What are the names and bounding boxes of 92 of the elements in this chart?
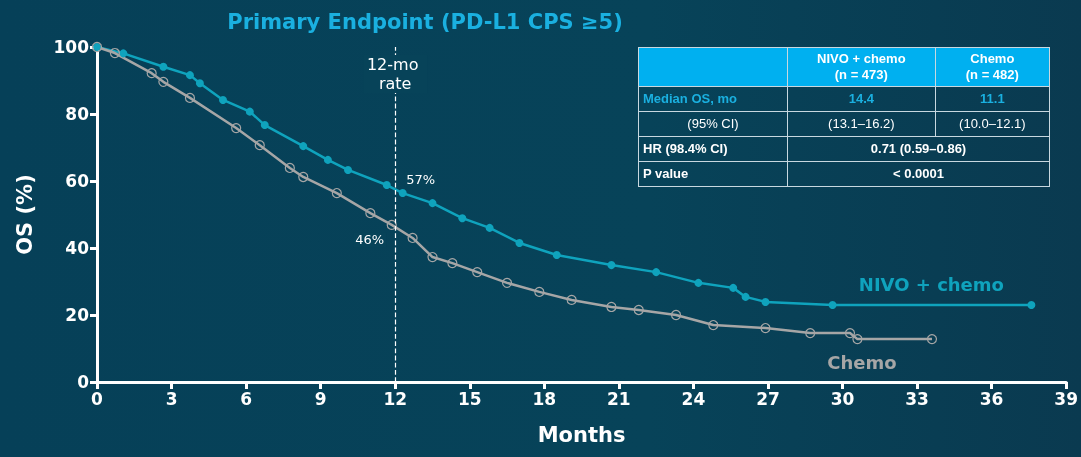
x-tick-label: 30 <box>830 388 855 409</box>
ref-line-label: 12-mo rate <box>366 55 424 93</box>
point <box>761 297 770 306</box>
point <box>184 92 196 104</box>
point <box>652 268 661 277</box>
annotation: 46% <box>355 232 385 248</box>
x-tick-label: 33 <box>905 388 929 409</box>
point <box>458 214 467 223</box>
point <box>670 309 682 321</box>
point <box>1027 300 1036 309</box>
point <box>231 122 242 134</box>
point <box>344 165 352 174</box>
point <box>299 142 308 151</box>
point <box>844 327 856 339</box>
point <box>926 334 938 345</box>
y-tick-label: 20 <box>65 305 90 325</box>
x-tick-label: 9 <box>314 388 327 409</box>
point <box>760 322 771 334</box>
point <box>109 47 120 59</box>
point <box>159 62 168 71</box>
x-tick-label: 27 <box>756 388 780 409</box>
point <box>365 208 376 219</box>
point <box>331 187 342 199</box>
point <box>146 68 157 79</box>
annotation: (95% CI) <box>638 111 788 137</box>
x-tick-label: 6 <box>240 388 253 409</box>
y-tick-label: 80 <box>65 104 90 124</box>
point <box>852 334 863 345</box>
y-axis-title: OS (%) <box>12 174 37 255</box>
x-tick-label: 12 <box>383 388 408 409</box>
point <box>398 189 407 198</box>
point <box>323 155 332 164</box>
point <box>515 238 524 247</box>
x-tick-label: 15 <box>457 388 482 409</box>
point <box>284 162 295 174</box>
annotation: HR (98.4% CI) <box>638 136 788 162</box>
x-tick-label: 18 <box>532 388 557 409</box>
point <box>741 292 750 301</box>
point <box>607 261 616 270</box>
point <box>119 49 128 58</box>
point <box>219 95 227 104</box>
series-label: Chemo <box>827 351 897 373</box>
annotation: 11.1 <box>935 86 1050 112</box>
y-tick-label: 40 <box>65 238 90 258</box>
point <box>805 327 816 339</box>
annotation: 14.4 <box>787 86 936 112</box>
chart-title: Primary Endpoint (PD-L1 CPS ≥5) <box>227 9 623 34</box>
point <box>195 79 204 88</box>
x-tick-label: 36 <box>979 388 1004 409</box>
point <box>729 283 738 292</box>
y-tick-label: 100 <box>53 37 90 57</box>
point <box>501 277 513 288</box>
x-tick-label: 39 <box>1054 388 1079 409</box>
point <box>260 121 269 130</box>
annotation: 57% <box>406 171 436 187</box>
annotation: (13.1–16.2) <box>787 111 936 137</box>
x-tick-label: 24 <box>681 388 706 409</box>
x-tick-label: 3 <box>165 388 178 409</box>
point <box>566 294 577 306</box>
point <box>407 232 418 244</box>
y-tick-label: 60 <box>65 171 90 191</box>
annotation: Median OS, mo <box>638 86 788 112</box>
point <box>386 219 397 230</box>
point <box>606 301 617 313</box>
point <box>245 107 254 116</box>
point <box>185 71 194 80</box>
point <box>694 278 703 287</box>
point <box>708 319 719 331</box>
annotation: P value <box>638 161 788 187</box>
table-header-cell: NIVO + chemo (n = 473) <box>787 47 936 87</box>
table-header-cell: Chemo (n = 482) <box>935 47 1050 87</box>
annotation: < 0.0001 <box>787 161 1050 187</box>
point <box>485 223 494 232</box>
point <box>298 171 309 183</box>
point <box>254 140 265 151</box>
point <box>447 257 458 269</box>
y-tick-label: 0 <box>77 372 90 392</box>
series-label: NIVO + chemo <box>858 274 1004 296</box>
point <box>158 76 169 87</box>
point <box>382 181 391 190</box>
point <box>828 300 837 309</box>
point <box>472 267 483 278</box>
x-tick-label: 0 <box>91 388 104 409</box>
point <box>552 251 561 260</box>
annotation: 0.71 (0.59–0.86) <box>787 136 1050 162</box>
x-tick-label: 21 <box>607 388 631 409</box>
x-axis-title: Months <box>537 422 626 447</box>
point <box>428 199 437 208</box>
point <box>534 286 545 297</box>
point <box>633 304 644 316</box>
annotation: (10.0–12.1) <box>935 111 1050 137</box>
point <box>427 251 438 263</box>
